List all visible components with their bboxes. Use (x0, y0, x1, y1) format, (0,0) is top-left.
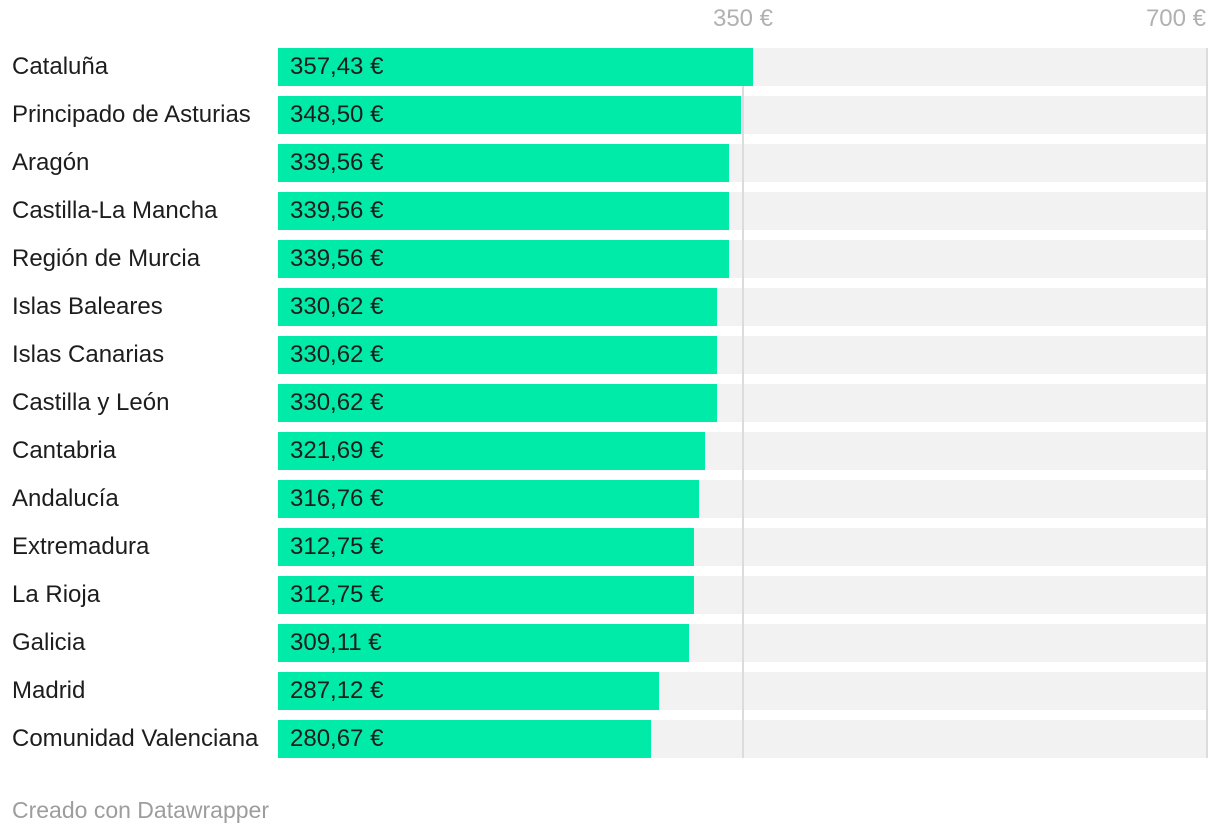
bar-value-label: 339,56 € (290, 245, 384, 272)
bar-value-label: 316,76 € (290, 485, 384, 512)
bar: 309,11 € (278, 624, 689, 662)
bar: 321,69 € (278, 432, 706, 470)
row-label: Extremadura (12, 533, 150, 560)
bar-value-label: 280,67 € (290, 725, 384, 752)
plot-area: 357,43 € 348,50 € 339,56 € 339,56 € 339,56 €… (278, 48, 1208, 758)
bar: 312,75 € (278, 576, 694, 614)
bar: 330,62 € (278, 288, 718, 326)
row-label: Castilla y León (12, 389, 170, 416)
bar: 339,56 € (278, 144, 730, 182)
bar: 348,50 € (278, 96, 741, 134)
row-label: La Rioja (12, 581, 101, 608)
bar-value-label: 339,56 € (290, 149, 384, 176)
row-label: Islas Baleares (12, 293, 163, 320)
row-label: Islas Canarias (12, 341, 165, 368)
gridline-700 (1206, 48, 1208, 758)
row-label: Cantabria (12, 437, 117, 464)
bar: 330,62 € (278, 384, 718, 422)
bar: 357,43 € (278, 48, 753, 86)
bar-value-label: 357,43 € (290, 53, 384, 80)
bar-row: 357,43 € (278, 48, 1208, 86)
bar: 312,75 € (278, 528, 694, 566)
bar: 287,12 € (278, 672, 660, 710)
row-label: Principado de Asturias (12, 101, 251, 128)
bar-value-label: 330,62 € (290, 389, 384, 416)
axis-tick-label: 700 € (1145, 5, 1206, 32)
bar: 316,76 € (278, 480, 699, 518)
row-label: Región de Murcia (12, 245, 201, 272)
row-label: Andalucía (12, 485, 119, 512)
gridline-350 (742, 48, 744, 758)
bar: 330,62 € (278, 336, 718, 374)
bar-value-label: 348,50 € (290, 101, 384, 128)
bar-value-label: 312,75 € (290, 581, 384, 608)
category-labels: Cataluña Principado de Asturias Aragón Cast… (12, 48, 272, 768)
row-label: Castilla-La Mancha (12, 197, 218, 224)
row-label: Madrid (12, 677, 86, 704)
bar: 339,56 € (278, 240, 730, 278)
bar-value-label: 312,75 € (290, 533, 384, 560)
bar-value-label: 330,62 € (290, 341, 384, 368)
bar: 339,56 € (278, 192, 730, 230)
axis-tick-label: 350 € (712, 5, 774, 32)
bar-value-label: 339,56 € (290, 197, 384, 224)
row-label: Cataluña (12, 53, 109, 80)
bar-value-label: 287,12 € (290, 677, 384, 704)
bar-value-label: 330,62 € (290, 293, 384, 320)
bar: 280,67 € (278, 720, 651, 758)
row-label: Comunidad Valenciana (12, 725, 259, 752)
bar-value-label: 321,69 € (290, 437, 384, 464)
row-label: Aragón (12, 149, 90, 176)
bar-row: 339,56 € (278, 144, 1208, 182)
bar-value-label: 309,11 € (290, 629, 382, 656)
attribution-link[interactable]: Creado con Datawrapper (12, 797, 269, 823)
row-label: Galicia (12, 629, 86, 656)
